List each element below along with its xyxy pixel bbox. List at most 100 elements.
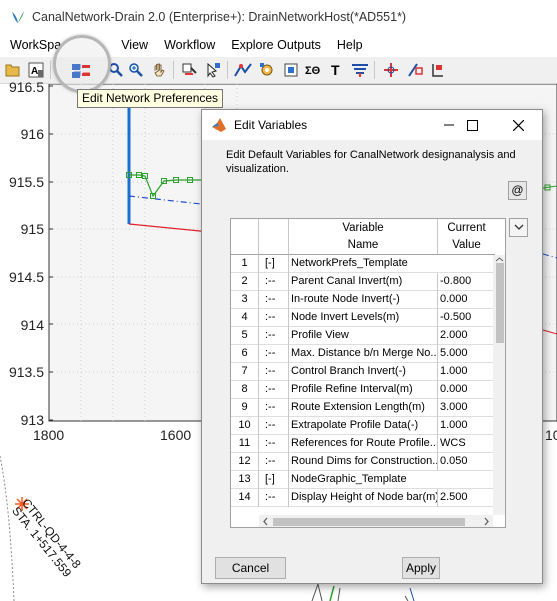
variable-value-cell[interactable]: 2.000 — [440, 329, 468, 341]
variable-value-cell[interactable]: -0.800 — [440, 275, 472, 287]
scroll-thumb[interactable] — [273, 518, 465, 526]
table-row[interactable]: 3:-- In-route Node Invert(-) 0.000 — [231, 291, 495, 309]
menu-workspace[interactable]: WorkSpa — [10, 38, 62, 52]
variable-value-cell[interactable]: WCS — [440, 437, 466, 449]
variable-value-cell[interactable]: 2.500 — [440, 491, 468, 503]
row-number: 4 — [231, 309, 259, 327]
variable-value-cell[interactable]: 1.000 — [440, 365, 468, 377]
profile-point — [150, 193, 156, 199]
variable-name-cell: Control Branch Invert(-) — [289, 363, 438, 381]
pan-hand-icon[interactable] — [149, 60, 169, 80]
horizontal-scrollbar[interactable] — [259, 515, 493, 527]
menu-explore-outputs[interactable]: Explore Outputs — [231, 38, 321, 52]
tree-toggle[interactable]: :-- — [259, 381, 289, 399]
table-row[interactable]: 7:-- Control Branch Invert(-) 1.000 — [231, 363, 495, 381]
sigma-icon[interactable]: ΣΘ — [304, 60, 324, 80]
table-row[interactable]: 5:-- Profile View 2.000 — [231, 327, 495, 345]
cancel-button[interactable]: Cancel — [215, 557, 286, 579]
scroll-left-icon — [263, 517, 268, 526]
variable-value-cell[interactable]: 3.000 — [440, 401, 468, 413]
marker-icon[interactable] — [428, 60, 448, 80]
node-edit-icon[interactable] — [405, 60, 425, 80]
variable-value-cell[interactable]: 1.000 — [440, 419, 468, 431]
tree-toggle[interactable]: :-- — [259, 399, 289, 417]
y-tick-label: 915.5 — [8, 174, 44, 190]
menu-help[interactable]: Help — [336, 38, 363, 52]
row-number: 9 — [231, 399, 259, 417]
text-tool-icon[interactable]: T — [327, 60, 347, 80]
variable-value-cell[interactable]: 0.000 — [440, 293, 468, 305]
table-row[interactable]: 14:-- Display Height of Node bar(m) 2.500 — [231, 489, 495, 507]
table-row[interactable]: 4:-- Node Invert Levels(m) -0.500 — [231, 309, 495, 327]
tree-toggle[interactable]: :-- — [259, 291, 289, 309]
table-row[interactable]: 8:-- Profile Refine Interval(m) 0.000 — [231, 381, 495, 399]
crosshair-icon[interactable] — [381, 60, 401, 80]
dialog-title: Edit Variables — [234, 118, 308, 132]
matlab-logo-icon — [212, 118, 226, 132]
row-number-header — [231, 219, 259, 255]
variable-value-cell[interactable]: 0.050 — [440, 455, 468, 467]
header-label: Current — [447, 222, 486, 234]
profile-icon[interactable] — [350, 60, 370, 80]
tree-toggle[interactable]: :-- — [259, 309, 289, 327]
table-row[interactable]: 6:-- Max. Distance b/n Merge No... 5.000 — [231, 345, 495, 363]
tree-toggle[interactable]: :-- — [259, 273, 289, 291]
variable-name-header[interactable]: Variable Name — [289, 219, 438, 255]
variable-name-cell: Profile Refine Interval(m) — [289, 381, 438, 399]
menu-view[interactable]: View — [121, 38, 149, 52]
text-import-icon[interactable]: A — [26, 60, 46, 80]
table-row[interactable]: 12:-- Round Dims for Construction... 0.050 — [231, 453, 495, 471]
variable-value-cell[interactable]: 5.000 — [440, 347, 468, 359]
tree-toggle[interactable]: :-- — [259, 345, 289, 363]
at-button[interactable]: @ — [508, 181, 527, 200]
variable-name-cell: Round Dims for Construction... — [289, 453, 438, 471]
svg-text:T: T — [331, 62, 340, 78]
variable-value-cell[interactable]: -0.500 — [440, 311, 472, 323]
current-value-header[interactable]: Current Value — [438, 219, 495, 255]
open-folder-icon[interactable] — [3, 60, 23, 80]
add-node-icon[interactable] — [179, 60, 199, 80]
apply-button[interactable]: Apply — [402, 557, 440, 579]
profile-point — [142, 173, 148, 179]
table-row[interactable]: 11:-- References for Route Profile... WCS — [231, 435, 495, 453]
node-marker-icon[interactable] — [15, 497, 29, 511]
tree-toggle[interactable]: :-- — [259, 489, 289, 507]
vertical-scrollbar[interactable] — [493, 255, 505, 515]
table-row[interactable]: 9:-- Route Extension Length(m) 3.000 — [231, 399, 495, 417]
route-icon[interactable] — [233, 60, 253, 80]
row-number: 6 — [231, 345, 259, 363]
map-canvas[interactable] — [0, 446, 557, 601]
tree-toggle[interactable]: :-- — [259, 453, 289, 471]
menu-workflow[interactable]: Workflow — [164, 38, 216, 52]
table-row[interactable]: 1 [-] NetworkPrefs_Template — [231, 255, 495, 273]
maximize-button[interactable] — [450, 110, 495, 140]
svg-text:A: A — [31, 66, 38, 77]
table-row[interactable]: 2:-- Parent Canal Invert(m) -0.800 — [231, 273, 495, 291]
tree-toggle[interactable]: [-] — [259, 471, 289, 489]
zoom-in-icon[interactable] — [126, 60, 146, 80]
grid-icon[interactable] — [281, 60, 301, 80]
minimize-button[interactable] — [426, 110, 471, 140]
tree-toggle[interactable]: :-- — [259, 417, 289, 435]
y-tick-label: 916 — [20, 126, 44, 142]
close-button[interactable] — [496, 110, 541, 140]
scroll-thumb[interactable] — [496, 263, 504, 343]
ground-line — [542, 253, 557, 259]
tree-toggle[interactable]: [-] — [259, 255, 289, 273]
table-row[interactable]: 10:-- Extrapolate Profile Data(-) 1.000 — [231, 417, 495, 435]
table-row[interactable]: 13 [-] NodeGraphic_Template — [231, 471, 495, 489]
network-preferences-icon[interactable] — [71, 61, 91, 81]
variable-value-cell[interactable]: 0.000 — [440, 383, 468, 395]
y-tick-label: 914.5 — [8, 269, 44, 285]
variable-name-cell: Profile View — [289, 327, 438, 345]
tree-toggle[interactable]: :-- — [259, 435, 289, 453]
tree-toggle[interactable]: :-- — [259, 363, 289, 381]
row-number: 8 — [231, 381, 259, 399]
select-icon[interactable] — [203, 60, 223, 80]
dialog-description: Edit Default Variables for CanalNetwork … — [226, 149, 516, 175]
chevron-down-icon[interactable] — [509, 218, 528, 237]
tree-toggle[interactable]: :-- — [259, 327, 289, 345]
edit-variables-dialog: Edit Variables Edit Default Variables fo… — [201, 109, 543, 584]
dialog-title-bar[interactable]: Edit Variables — [202, 110, 542, 140]
settings-icon[interactable] — [257, 60, 277, 80]
